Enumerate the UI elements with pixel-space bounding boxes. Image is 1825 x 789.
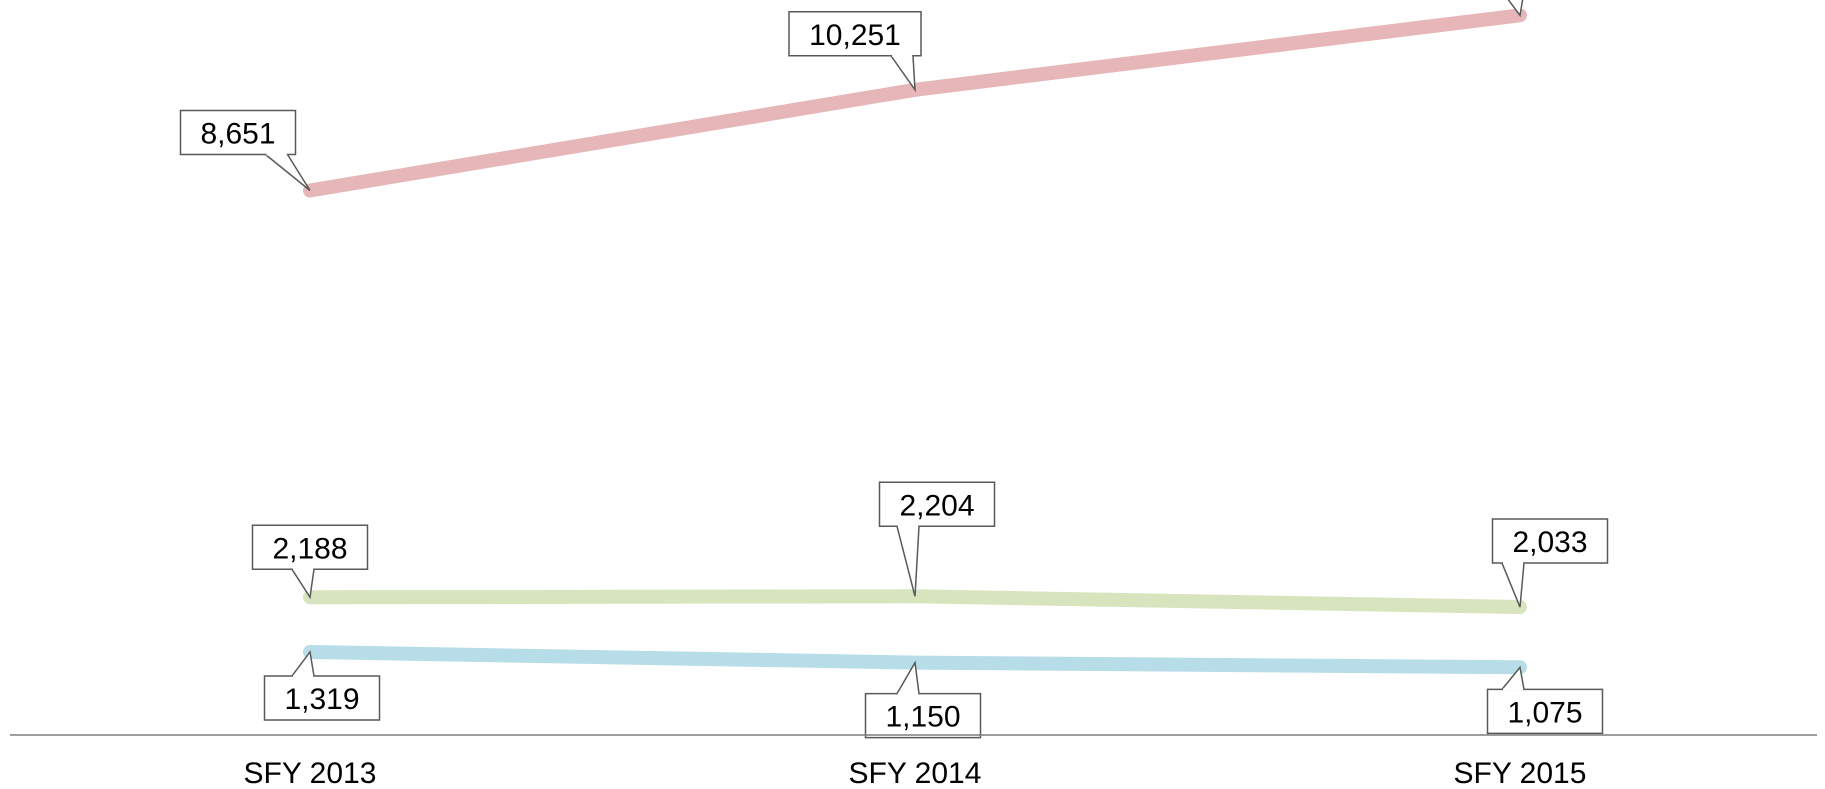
- data-label: 2,204: [899, 489, 974, 522]
- callout-box: [251, 524, 369, 571]
- callout-box: [1491, 518, 1609, 564]
- data-label-layer: 8,651 10,251 11,434 2,188 2,204 2,033 1,319 1,1…: [179, 0, 1609, 739]
- callout-box: [179, 109, 297, 156]
- callout-box: [788, 11, 922, 57]
- data-label-callout: 10,251: [788, 11, 922, 93]
- data-label-callout: 11,434: [1507, 0, 1524, 18]
- data-label: 1,075: [1507, 696, 1582, 729]
- callout-pointer: [265, 153, 311, 192]
- data-label-callout: 1,319: [263, 650, 381, 721]
- x-tick-label: SFY 2015: [1454, 757, 1587, 789]
- callout-pointer: [1501, 562, 1525, 608]
- callout-box: [864, 692, 982, 739]
- data-label: 1,150: [885, 701, 960, 734]
- x-tick-label: SFY 2013: [244, 757, 377, 789]
- callout-pointer: [291, 650, 315, 677]
- series-line-2: [303, 589, 1527, 614]
- callout-pointer: [890, 55, 916, 93]
- callout-pointer: [291, 568, 315, 600]
- callout-pointer: [896, 526, 920, 597]
- callout-pointer: [1501, 665, 1525, 690]
- data-label-callout: 1,075: [1486, 665, 1604, 735]
- data-label-callout: 2,033: [1491, 518, 1609, 608]
- callout-box: [878, 481, 996, 528]
- x-axis-tick-labels: SFY 2013 SFY 2014 SFY 2015: [244, 757, 1587, 789]
- callout-box: [263, 675, 381, 721]
- callout-pointer: [896, 660, 920, 694]
- data-label: 2,188: [272, 532, 347, 565]
- data-label-callout: 2,204: [878, 481, 996, 597]
- data-label-callout: 1,150: [864, 660, 982, 739]
- data-label-callout: 2,188: [251, 524, 369, 600]
- data-label: 2,033: [1512, 526, 1587, 559]
- data-label-callout: 8,651: [179, 109, 311, 192]
- callout-box: [1486, 688, 1604, 735]
- data-label: 8,651: [200, 118, 275, 151]
- data-label: 10,251: [809, 19, 901, 52]
- data-label: 1,319: [284, 683, 359, 716]
- x-tick-label: SFY 2014: [849, 757, 982, 789]
- callout-pointer: [1507, 0, 1524, 18]
